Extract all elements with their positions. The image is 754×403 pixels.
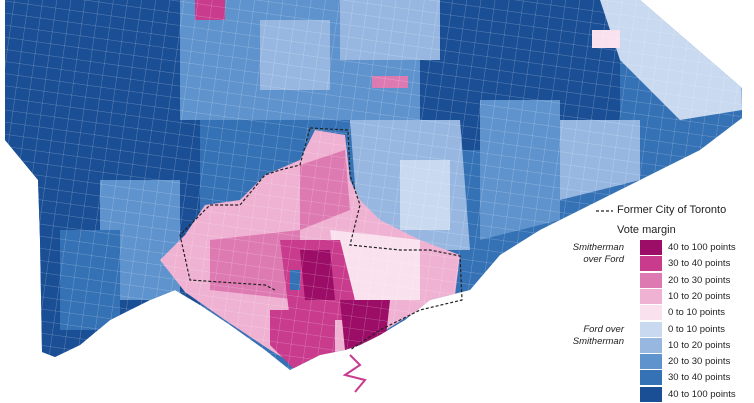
islands: [342, 354, 367, 393]
former-city-boundary: [179, 127, 463, 351]
